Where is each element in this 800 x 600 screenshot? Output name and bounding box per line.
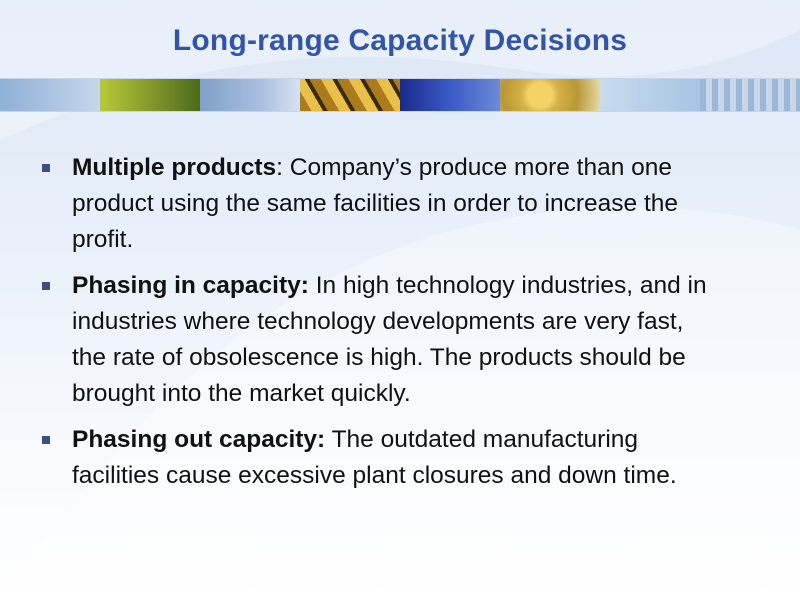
bullet-term: Phasing out capacity: [72, 426, 326, 453]
photo-light-blue [600, 79, 700, 111]
photo-gold-light [500, 79, 600, 111]
bullet-text: The outdated manufacturing facilities ca… [72, 426, 677, 489]
photo-blue-wave [200, 79, 300, 111]
bullet-item: Phasing in capacity: In high technology … [38, 268, 718, 412]
bullet-text: In high technology industries, and in in… [72, 272, 707, 407]
square-bullet-icon [42, 164, 50, 172]
square-bullet-icon [42, 282, 50, 290]
photo-green-tech [100, 79, 200, 111]
bullet-list: Multiple products: Company’s produce mor… [38, 150, 718, 504]
photo-blue-lab [400, 79, 500, 111]
photo-stethoscope [0, 79, 100, 111]
photo-keyboard [700, 79, 800, 111]
bullet-term: Phasing in capacity: [72, 272, 309, 299]
photo-circuit-board [300, 79, 400, 111]
bullet-item: Phasing out capacity: The outdated manuf… [38, 422, 718, 494]
square-bullet-icon [42, 436, 50, 444]
bullet-item: Multiple products: Company’s produce mor… [38, 150, 718, 258]
bullet-text: : Company’s produce more than one produc… [72, 154, 679, 253]
slide-title: Long-range Capacity Decisions [172, 24, 628, 57]
bullet-term: Multiple products [72, 154, 277, 181]
header-photo-strip [0, 78, 800, 112]
